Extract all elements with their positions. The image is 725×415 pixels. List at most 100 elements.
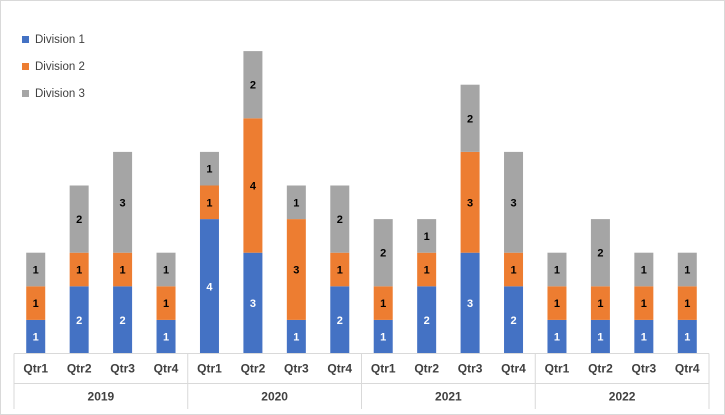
data-label-division-2-12: 1: [554, 298, 560, 310]
x-tick-label: Qtr1: [545, 362, 570, 376]
bar-division-2-10: [460, 151, 480, 253]
data-label-division-2-3: 1: [163, 298, 169, 310]
data-label-division-2-1: 1: [76, 265, 82, 277]
bar-division-3-5: [243, 51, 263, 119]
bar-division-3-2: [113, 151, 133, 253]
x-tick-label: Qtr4: [501, 362, 526, 376]
x-tick-label: Qtr3: [458, 362, 483, 376]
x-tick-label: Qtr1: [371, 362, 396, 376]
bar-division-3-0: [26, 252, 46, 287]
data-label-division-3-1: 2: [76, 214, 82, 226]
data-label-division-2-2: 1: [120, 265, 126, 277]
bar-division-2-5: [243, 118, 263, 253]
bar-division-3-11: [504, 151, 524, 253]
data-label-division-3-9: 1: [424, 231, 430, 243]
bar-division-1-6: [286, 319, 306, 354]
x-tick-label: Qtr4: [327, 362, 352, 376]
bar-division-2-3: [156, 286, 176, 320]
x-group-label: 2021: [435, 390, 462, 404]
legend-swatch: [22, 90, 29, 97]
bar-division-2-9: [417, 252, 437, 287]
bar-division-2-1: [69, 252, 89, 287]
bar-division-1-5: [243, 252, 263, 354]
data-label-division-3-12: 1: [554, 265, 560, 277]
data-label-division-1-12: 1: [554, 332, 560, 344]
data-label-division-3-3: 1: [163, 265, 169, 277]
x-tick-label: Qtr2: [414, 362, 439, 376]
bar-division-2-6: [286, 219, 306, 320]
bar-division-2-15: [677, 286, 697, 320]
bar-division-3-8: [373, 219, 393, 287]
legend-item-division-1: Division 1: [22, 26, 85, 53]
data-label-division-1-6: 1: [293, 332, 299, 344]
bar-division-1-0: [26, 319, 46, 354]
bar-division-3-6: [286, 185, 306, 220]
bar-division-3-9: [417, 219, 437, 253]
data-label-division-3-0: 1: [33, 265, 39, 277]
x-group-label: 2022: [609, 390, 636, 404]
bar-division-2-0: [26, 286, 46, 320]
bar-division-3-7: [330, 185, 350, 253]
bar-division-2-7: [330, 252, 350, 287]
data-label-division-1-7: 2: [337, 315, 343, 327]
bar-division-3-3: [156, 252, 176, 287]
bar-division-1-14: [634, 319, 654, 354]
bar-division-1-9: [417, 286, 437, 354]
bar-division-3-4: [199, 151, 219, 186]
x-group-label: 2020: [261, 390, 288, 404]
data-label-division-1-3: 1: [163, 332, 169, 344]
data-label-division-2-14: 1: [641, 298, 647, 310]
legend-item-division-2: Division 2: [22, 53, 85, 80]
data-label-division-2-4: 1: [206, 197, 212, 209]
legend-swatch: [22, 63, 29, 70]
x-tick-label: Qtr3: [631, 362, 656, 376]
data-label-division-3-7: 2: [337, 214, 343, 226]
x-tick-label: Qtr1: [23, 362, 48, 376]
data-label-division-3-15: 1: [684, 265, 690, 277]
data-label-division-1-11: 2: [510, 315, 516, 327]
bar-division-1-11: [504, 286, 524, 354]
x-tick-label: Qtr2: [588, 362, 613, 376]
bar-division-3-1: [69, 185, 89, 253]
bar-division-1-8: [373, 319, 393, 354]
bar-division-3-15: [677, 252, 697, 287]
data-label-division-1-10: 3: [467, 298, 473, 310]
data-label-division-3-6: 1: [293, 197, 299, 209]
x-tick-label: Qtr4: [675, 362, 700, 376]
data-label-division-1-0: 1: [33, 332, 39, 344]
data-label-division-1-14: 1: [641, 332, 647, 344]
data-label-division-1-13: 1: [597, 332, 603, 344]
data-label-division-3-10: 2: [467, 113, 473, 125]
legend-label: Division 1: [35, 33, 85, 46]
bar-division-1-13: [590, 319, 610, 354]
data-label-division-1-5: 3: [250, 298, 256, 310]
data-label-division-3-14: 1: [641, 265, 647, 277]
data-label-division-3-2: 3: [120, 197, 126, 209]
bar-division-3-12: [547, 252, 567, 287]
bar-division-1-10: [460, 252, 480, 354]
bar-division-2-13: [590, 286, 610, 320]
bar-division-1-4: [199, 219, 219, 354]
bar-division-3-10: [460, 84, 480, 152]
data-label-division-2-8: 1: [380, 298, 386, 310]
bar-division-1-2: [113, 286, 133, 354]
bar-division-1-1: [69, 286, 89, 354]
data-label-division-1-2: 2: [120, 315, 126, 327]
data-label-division-2-5: 4: [250, 181, 257, 193]
bar-division-1-15: [677, 319, 697, 354]
bar-division-2-8: [373, 286, 393, 320]
data-label-division-3-11: 3: [510, 197, 516, 209]
x-tick-label: Qtr3: [110, 362, 135, 376]
data-label-division-2-11: 1: [510, 265, 516, 277]
bar-division-1-7: [330, 286, 350, 354]
data-label-division-2-10: 3: [467, 197, 473, 209]
data-label-division-1-8: 1: [380, 332, 386, 344]
data-label-division-2-6: 3: [293, 265, 299, 277]
legend-swatch: [22, 36, 29, 43]
chart-legend: Division 1 Division 2 Division 3: [22, 26, 85, 107]
data-label-division-3-8: 2: [380, 248, 386, 260]
legend-label: Division 2: [35, 60, 85, 73]
bar-division-2-4: [199, 185, 219, 220]
data-label-division-2-13: 1: [597, 298, 603, 310]
